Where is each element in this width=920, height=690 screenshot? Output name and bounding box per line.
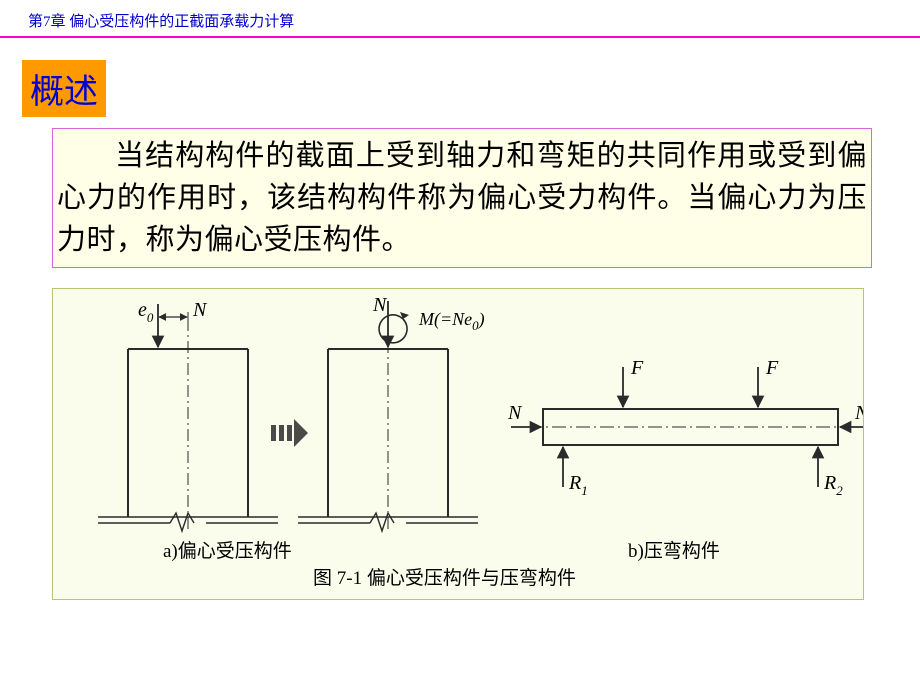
label-F2: F	[765, 357, 779, 379]
label-N-b: N	[372, 294, 388, 316]
caption-main: 图 7-1 偏心受压构件与压弯构件	[313, 567, 576, 589]
label-N-a: N	[192, 299, 208, 321]
section-badge: 概述	[22, 60, 106, 117]
label-e0: e0	[138, 299, 154, 325]
figure-7-1: e0 N N M(=Ne0) F F	[52, 288, 864, 600]
label-N-right: N	[854, 402, 863, 424]
diagram-compression-bending: F F N N R1 R2	[507, 357, 863, 498]
label-M-expr: M(=Ne0)	[418, 309, 485, 333]
label-N-left: N	[507, 402, 523, 424]
label-R2: R2	[823, 472, 843, 498]
caption-b: b)压弯构件	[628, 540, 720, 562]
chapter-header: 第7章 偏心受压构件的正截面承载力计算	[0, 0, 920, 31]
label-F1: F	[630, 357, 644, 379]
caption-a: a)偏心受压构件	[163, 540, 292, 562]
diagram-axial-moment: N M(=Ne0)	[298, 294, 485, 532]
figure-svg: e0 N N M(=Ne0) F F	[53, 289, 863, 599]
diagram-eccentric-compression: e0 N	[98, 299, 278, 532]
overview-text: 当结构构件的截面上受到轴力和弯矩的共同作用或受到偏心力的作用时，该结构构件称为偏…	[52, 128, 872, 268]
implies-arrow	[271, 419, 308, 447]
header-divider	[0, 36, 920, 38]
label-R1: R1	[568, 472, 588, 498]
